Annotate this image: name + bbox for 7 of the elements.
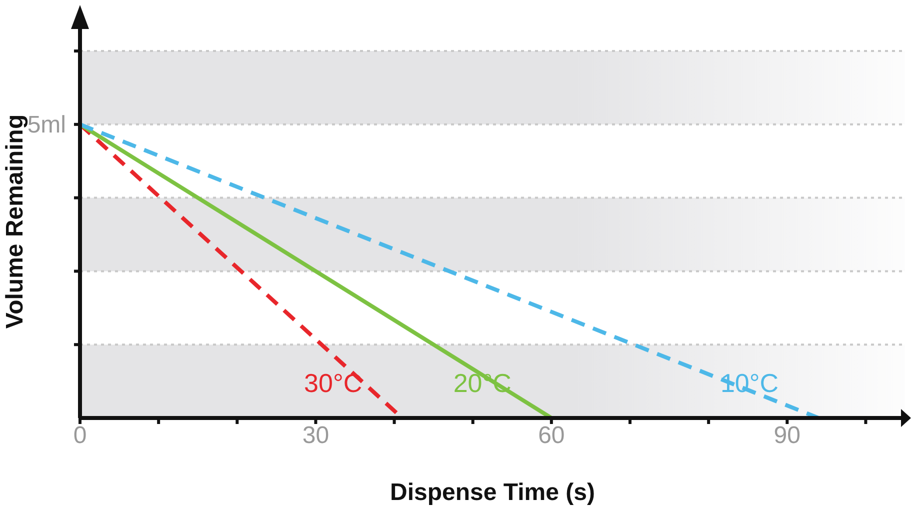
x-axis-title: Dispense Time (s) bbox=[390, 479, 595, 506]
annotation: 5ml bbox=[27, 111, 66, 138]
x-tick-label: 60 bbox=[538, 422, 565, 450]
x-tick-label: 30 bbox=[302, 422, 330, 450]
x-tick-label: 90 bbox=[774, 422, 800, 450]
x-tick-label: 0 bbox=[73, 422, 87, 450]
y-axis-title: Volume Remaining bbox=[2, 114, 29, 329]
